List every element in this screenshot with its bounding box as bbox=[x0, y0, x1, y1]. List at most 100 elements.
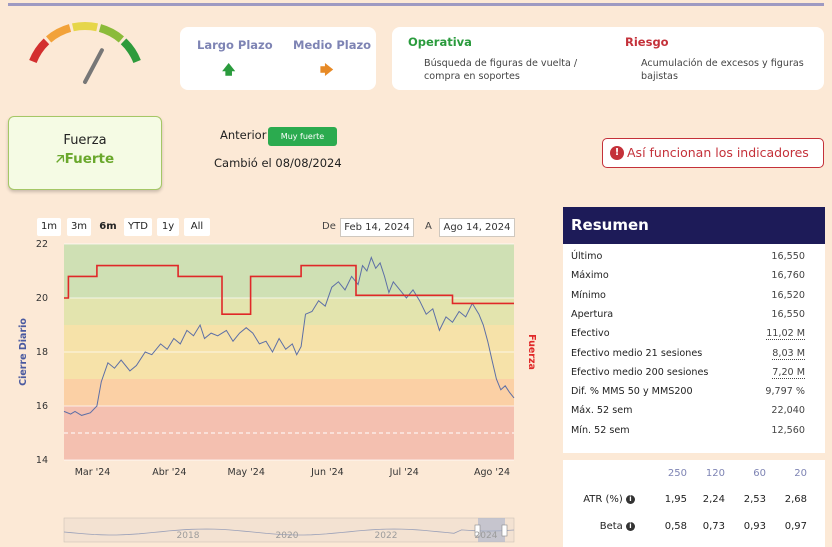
resumen-row-value: 12,560 bbox=[771, 424, 805, 436]
y-tick-label: 22 bbox=[36, 239, 48, 250]
operativa-text-line-1: Búsqueda de figuras de vuelta / bbox=[424, 58, 578, 69]
resumen-row: Apertura 16,550 bbox=[571, 309, 805, 320]
navigator-year-label: 2018 bbox=[177, 531, 200, 541]
x-tick-label: Ago '24 bbox=[474, 467, 510, 478]
plazo-card: Largo Plazo Medio Plazo 🡅 🡆 bbox=[180, 27, 376, 90]
gauge-segment bbox=[72, 22, 98, 32]
y-tick-label: 14 bbox=[36, 455, 48, 466]
resumen-row-value[interactable]: 11,02 M bbox=[766, 328, 805, 341]
range-1m-button[interactable]: 1m bbox=[37, 218, 61, 236]
resumen-row-label: Efectivo medio 200 sesiones bbox=[571, 366, 709, 378]
largo-plazo-label: Largo Plazo bbox=[197, 38, 273, 52]
atr-header: 60 bbox=[753, 468, 766, 479]
resumen-row-value: 16,550 bbox=[771, 251, 805, 262]
price-series-line bbox=[63, 256, 515, 416]
navigator-year-label: 2024 bbox=[475, 531, 498, 541]
range-1y-button[interactable]: 1y bbox=[157, 218, 179, 236]
gauge-segment bbox=[98, 24, 124, 43]
resumen-row: Máx. 52 sem 22,040 bbox=[571, 405, 805, 416]
resumen-row: Mín. 52 sem 12,560 bbox=[571, 425, 805, 436]
operativa-riesgo-card: Operativa Búsqueda de figuras de vuelta … bbox=[392, 27, 824, 90]
operativa-title: Operativa bbox=[408, 35, 472, 49]
range-3m-button[interactable]: 3m bbox=[67, 218, 91, 236]
atr-cell: 0,93 bbox=[743, 521, 766, 532]
resumen-row-label: Apertura bbox=[571, 308, 614, 320]
arrow-up-right-icon: 🡥 bbox=[55, 151, 65, 167]
resumen-row-value: 16,550 bbox=[771, 308, 805, 320]
date-from-input[interactable]: Feb 14, 2024 bbox=[340, 218, 414, 237]
atr-cell: 0,58 bbox=[664, 521, 687, 532]
operativa-text-line-2: compra en soportes bbox=[424, 71, 520, 82]
range-ytd-button[interactable]: YTD bbox=[124, 218, 152, 236]
resumen-row-value[interactable]: 7,20 M bbox=[772, 366, 805, 379]
medio-plazo-label: Medio Plazo bbox=[293, 38, 372, 52]
chart-band bbox=[64, 244, 514, 298]
y-axis-label: Cierre Diario bbox=[18, 318, 29, 386]
resumen-row-label: Efectivo medio 21 sesiones bbox=[571, 347, 703, 359]
gauge-segment bbox=[46, 24, 72, 43]
resumen-row: Efectivo medio 21 sesiones 8,03 M bbox=[571, 347, 805, 360]
anterior-label: Anterior bbox=[220, 128, 267, 142]
resumen-row-value: 16,520 bbox=[771, 289, 805, 301]
atr-cell: 2,68 bbox=[784, 494, 807, 505]
indicators-info-button[interactable]: ! Así funcionan los indicadores bbox=[602, 138, 824, 168]
fuerza-box: Fuerza 🡥Fuerte bbox=[8, 116, 162, 190]
resumen-row: Efectivo 11,02 M bbox=[571, 328, 805, 341]
atr-header: 250 bbox=[667, 468, 687, 479]
atr-cell: 1,95 bbox=[664, 494, 687, 505]
info-icon[interactable]: i bbox=[626, 522, 635, 531]
resumen-title: Resumen bbox=[563, 207, 825, 244]
navigator-selection bbox=[478, 518, 505, 542]
atr-cell: 2,24 bbox=[702, 494, 725, 505]
resumen-row-value: 22,040 bbox=[771, 405, 805, 417]
arrow-up-icon: 🡅 bbox=[222, 63, 236, 78]
resumen-row: Último 16,550 bbox=[571, 251, 805, 262]
range-all-button[interactable]: All bbox=[184, 218, 210, 236]
riesgo-title: Riesgo bbox=[625, 35, 669, 49]
resumen-row-value: 16,760 bbox=[771, 270, 805, 282]
resumen-row: Mínimo 16,520 bbox=[571, 290, 805, 301]
atr-cell: 0,97 bbox=[784, 521, 807, 532]
x-tick-label: May '24 bbox=[228, 467, 265, 478]
x-tick-label: Abr '24 bbox=[152, 467, 186, 478]
fuerza-series-line bbox=[64, 264, 514, 315]
info-icon[interactable]: i bbox=[626, 495, 635, 504]
x-tick-label: Mar '24 bbox=[75, 467, 111, 478]
riesgo-text: Acumulación de excesos y figuras bajista… bbox=[641, 57, 804, 83]
navigator-handle-right bbox=[501, 524, 508, 537]
atr-row-label: ATR (%) i bbox=[563, 494, 635, 505]
resumen-row-label: Dif. % MMS 50 y MMS200 bbox=[571, 386, 693, 398]
resumen-row-label: Último bbox=[571, 251, 603, 262]
resumen-row-label: Máx. 52 sem bbox=[571, 405, 633, 417]
resumen-row-value: 9,797 % bbox=[765, 386, 805, 398]
y-tick-label: 18 bbox=[36, 347, 48, 358]
date-from-label: De bbox=[322, 221, 336, 232]
y-tick-label: 20 bbox=[36, 293, 48, 304]
resumen-row: Efectivo medio 200 sesiones 7,20 M bbox=[571, 366, 805, 379]
fuerza-title: Fuerza bbox=[63, 133, 107, 148]
navigator-handle-left bbox=[474, 524, 481, 537]
gauge-segment bbox=[29, 38, 50, 64]
fuerza-value: 🡥Fuerte bbox=[9, 149, 161, 172]
atr-header: 120 bbox=[705, 468, 725, 479]
atr-cell: 2,53 bbox=[743, 494, 766, 505]
top-divider bbox=[8, 3, 824, 6]
atr-row-label: Beta i bbox=[563, 521, 635, 532]
operativa-text: Búsqueda de figuras de vuelta / compra e… bbox=[424, 57, 577, 83]
riesgo-text-line-2: bajistas bbox=[641, 71, 678, 82]
range-6m-button[interactable]: 6m bbox=[99, 221, 117, 232]
navigator-line bbox=[63, 528, 515, 536]
arrow-down-right-icon: 🡆 bbox=[320, 63, 334, 78]
date-to-input[interactable]: Ago 14, 2024 bbox=[439, 218, 515, 237]
date-to-label: A bbox=[425, 221, 432, 232]
x-tick-label: Jul '24 bbox=[389, 467, 419, 478]
resumen-panel: Último 16,550 Máximo 16,760 Mínimo 16,520 Aper… bbox=[563, 244, 825, 453]
info-icon: ! bbox=[610, 146, 624, 160]
resumen-row: Máximo 16,760 bbox=[571, 270, 805, 281]
gauge-needle bbox=[83, 48, 104, 84]
resumen-row-value[interactable]: 8,03 M bbox=[772, 347, 805, 360]
navigator-area bbox=[63, 517, 515, 543]
strength-gauge bbox=[29, 22, 141, 84]
x-tick-label: Jun '24 bbox=[310, 467, 344, 478]
